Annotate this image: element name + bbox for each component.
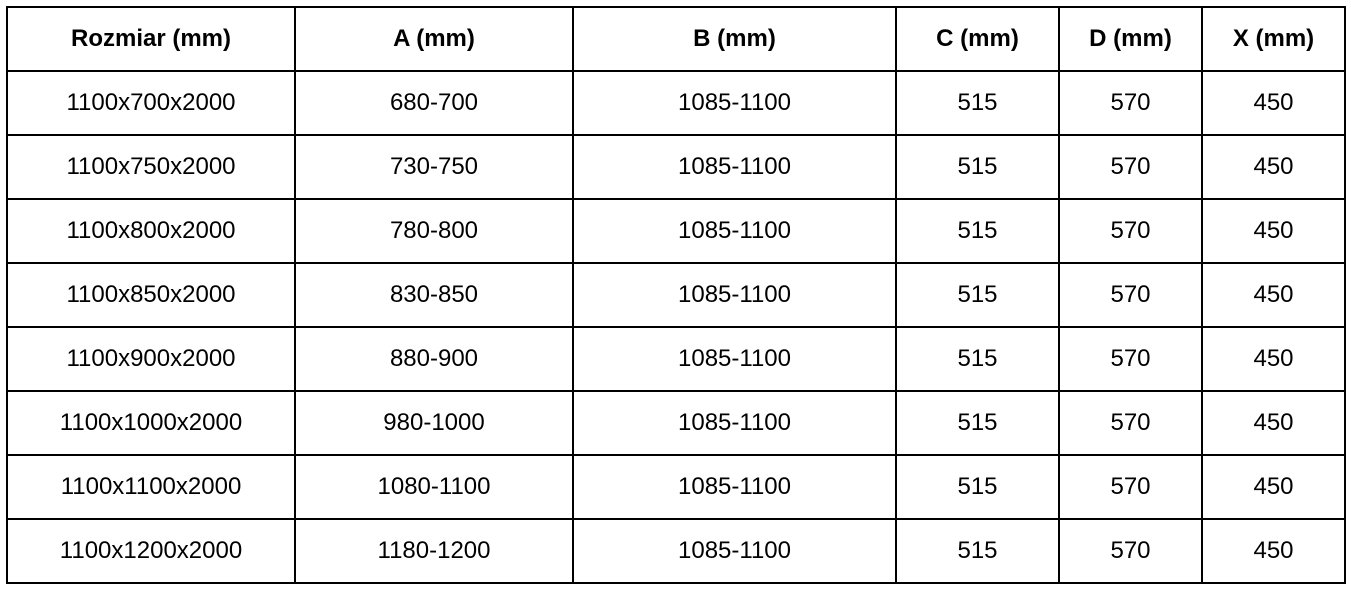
cell-d: 570: [1058, 326, 1203, 392]
cell-d: 570: [1058, 390, 1203, 456]
cell-c: 515: [895, 454, 1060, 520]
cell-c: 515: [895, 326, 1060, 392]
cell-c: 515: [895, 390, 1060, 456]
cell-size: 1100x1000x2000: [6, 390, 296, 456]
cell-x: 450: [1201, 326, 1346, 392]
cell-d: 570: [1058, 198, 1203, 264]
cell-c: 515: [895, 262, 1060, 328]
cell-size: 1100x1100x2000: [6, 454, 296, 520]
column-header-c: C (mm): [895, 6, 1060, 72]
table-row: 1100x900x2000 880-900 1085-1100 515 570 450: [6, 326, 1346, 392]
cell-size: 1100x800x2000: [6, 198, 296, 264]
cell-x: 450: [1201, 518, 1346, 584]
cell-b: 1085-1100: [572, 326, 897, 392]
cell-c: 515: [895, 518, 1060, 584]
cell-a: 680-700: [294, 70, 574, 136]
cell-d: 570: [1058, 262, 1203, 328]
column-header-b: B (mm): [572, 6, 897, 72]
table-row: 1100x750x2000 730-750 1085-1100 515 570 450: [6, 134, 1346, 200]
cell-c: 515: [895, 70, 1060, 136]
column-header-d: D (mm): [1058, 6, 1203, 72]
table-row: 1100x850x2000 830-850 1085-1100 515 570 450: [6, 262, 1346, 328]
dimensions-table: Rozmiar (mm) A (mm) B (mm) C (mm) D (mm) X (m…: [6, 6, 1346, 584]
table-row: 1100x700x2000 680-700 1085-1100 515 570 450: [6, 70, 1346, 136]
header-row: Rozmiar (mm) A (mm) B (mm) C (mm) D (mm) X (m…: [6, 6, 1346, 72]
cell-size: 1100x750x2000: [6, 134, 296, 200]
cell-size: 1100x700x2000: [6, 70, 296, 136]
cell-b: 1085-1100: [572, 262, 897, 328]
cell-x: 450: [1201, 134, 1346, 200]
cell-a: 1180-1200: [294, 518, 574, 584]
cell-d: 570: [1058, 454, 1203, 520]
cell-a: 730-750: [294, 134, 574, 200]
table-row: 1100x1100x2000 1080-1100 1085-1100 515 570 45…: [6, 454, 1346, 520]
cell-size: 1100x900x2000: [6, 326, 296, 392]
cell-b: 1085-1100: [572, 134, 897, 200]
table-row: 1100x1000x2000 980-1000 1085-1100 515 570 450: [6, 390, 1346, 456]
table-row: 1100x800x2000 780-800 1085-1100 515 570 450: [6, 198, 1346, 264]
cell-c: 515: [895, 198, 1060, 264]
cell-d: 570: [1058, 518, 1203, 584]
cell-x: 450: [1201, 70, 1346, 136]
cell-d: 570: [1058, 134, 1203, 200]
cell-b: 1085-1100: [572, 198, 897, 264]
cell-size: 1100x850x2000: [6, 262, 296, 328]
cell-b: 1085-1100: [572, 454, 897, 520]
cell-a: 830-850: [294, 262, 574, 328]
column-header-a: A (mm): [294, 6, 574, 72]
cell-x: 450: [1201, 198, 1346, 264]
cell-c: 515: [895, 134, 1060, 200]
cell-b: 1085-1100: [572, 390, 897, 456]
column-header-x: X (mm): [1201, 6, 1346, 72]
cell-size: 1100x1200x2000: [6, 518, 296, 584]
cell-a: 780-800: [294, 198, 574, 264]
table-row: 1100x1200x2000 1180-1200 1085-1100 515 570 45…: [6, 518, 1346, 584]
cell-b: 1085-1100: [572, 70, 897, 136]
cell-a: 1080-1100: [294, 454, 574, 520]
cell-a: 880-900: [294, 326, 574, 392]
column-header-size: Rozmiar (mm): [6, 6, 296, 72]
cell-a: 980-1000: [294, 390, 574, 456]
cell-d: 570: [1058, 70, 1203, 136]
cell-x: 450: [1201, 454, 1346, 520]
cell-b: 1085-1100: [572, 518, 897, 584]
cell-x: 450: [1201, 390, 1346, 456]
cell-x: 450: [1201, 262, 1346, 328]
